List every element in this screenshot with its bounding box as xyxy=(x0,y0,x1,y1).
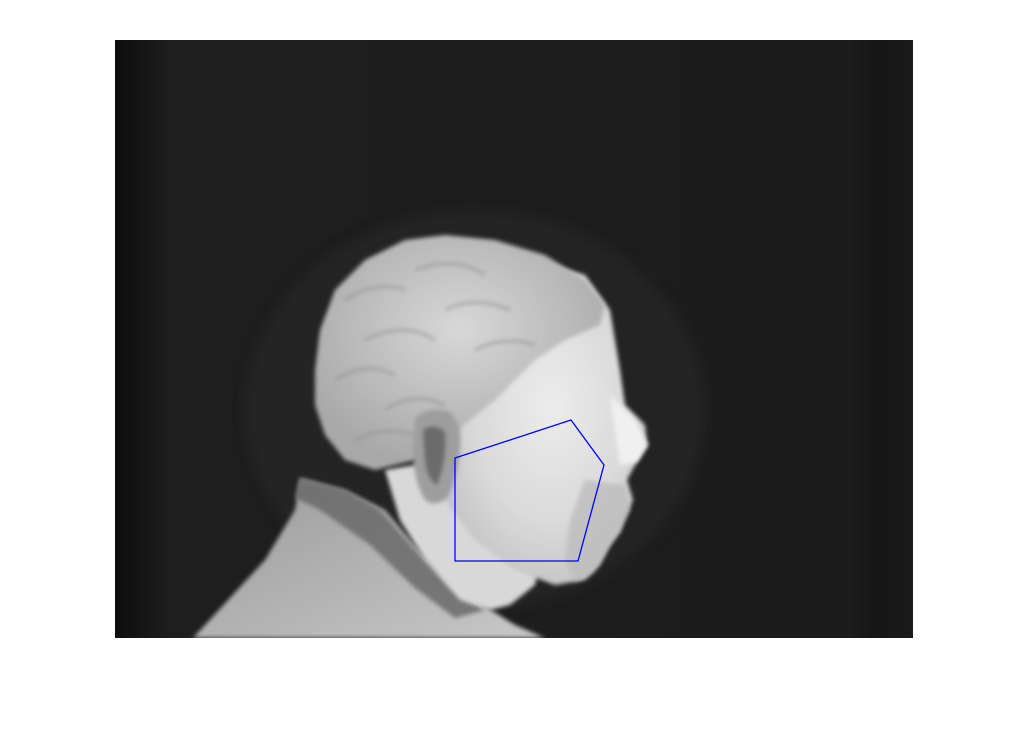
roi-pentagon-overlay xyxy=(454,419,605,562)
nose xyxy=(610,395,648,465)
thermal-image xyxy=(115,40,913,638)
hair xyxy=(315,235,605,470)
image-axes xyxy=(115,40,913,638)
shirt-collar xyxy=(295,478,485,618)
ear-inner xyxy=(423,426,446,485)
hair-texture xyxy=(334,262,536,442)
beard xyxy=(565,480,630,582)
